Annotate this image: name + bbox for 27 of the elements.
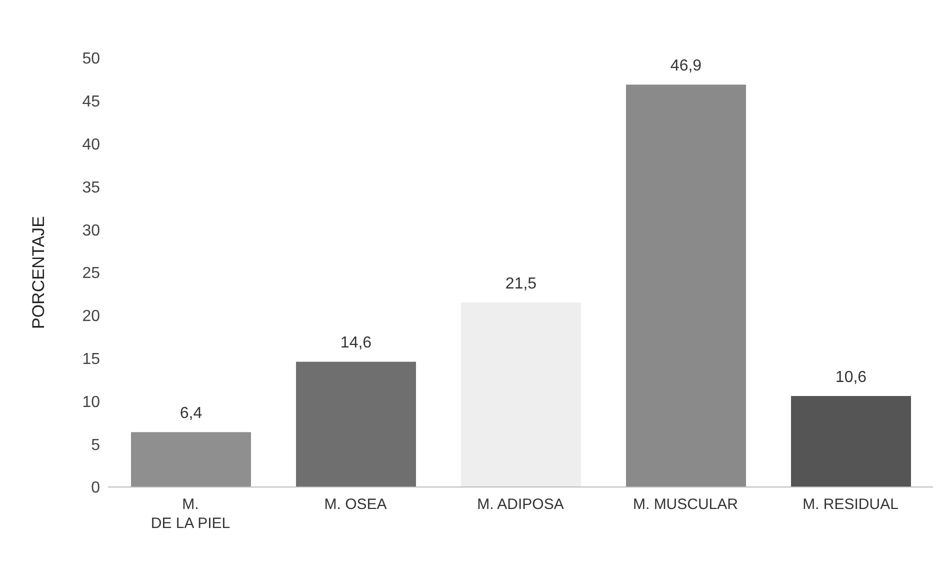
y-axis-title: PORCENTAJE [29, 216, 48, 330]
y-tick-label: 5 [91, 436, 100, 454]
data-label: 46,9 [670, 58, 702, 75]
bar [461, 302, 581, 487]
data-label: 14,6 [340, 334, 372, 352]
y-tick-label: 50 [82, 50, 100, 68]
x-tick-label: M. ADIPOSA [477, 496, 564, 513]
y-tick-label: 20 [82, 308, 100, 326]
data-label: 10,6 [835, 369, 867, 386]
data-label: 6,4 [180, 405, 202, 422]
y-tick-label: 25 [82, 265, 100, 282]
bar [626, 84, 746, 487]
y-tick-label: 0 [91, 480, 100, 497]
x-tick-label: M. DE LA PIEL [150, 496, 230, 532]
x-tick-label: M. RESIDUAL [802, 496, 898, 513]
bar [791, 396, 911, 487]
y-tick-label: 30 [82, 222, 100, 240]
bar [296, 362, 416, 487]
y-tick-label: 35 [82, 179, 100, 196]
bar [131, 432, 251, 487]
y-tick-label: 45 [82, 94, 100, 111]
x-tick-label: M. MUSCULAR [632, 496, 738, 513]
x-tick-label: M. OSEA [324, 496, 387, 513]
y-tick-label: 15 [82, 350, 100, 368]
y-tick-label: 10 [82, 394, 100, 411]
data-label: 21,5 [505, 276, 537, 293]
y-tick-label: 40 [82, 136, 100, 154]
